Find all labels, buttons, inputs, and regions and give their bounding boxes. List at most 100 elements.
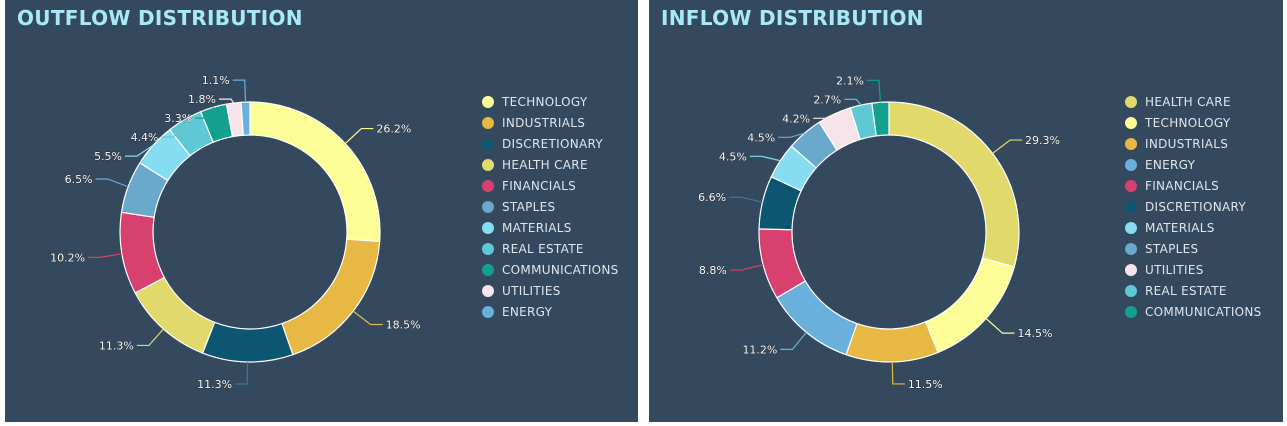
slice-health-care[interactable]: [134, 276, 216, 354]
legend-label: COMMUNICATIONS: [1145, 304, 1262, 319]
data-label: 18.5%: [386, 319, 421, 332]
slice-technology[interactable]: [924, 257, 1015, 354]
legend-label: DISCRETIONARY: [1145, 199, 1246, 214]
legend-marker-icon: [482, 305, 494, 318]
data-label: 11.5%: [908, 378, 943, 391]
legend-label: HEALTH CARE: [1145, 94, 1231, 109]
legend-item[interactable]: FINANCIALS: [482, 175, 619, 196]
legend-item[interactable]: DISCRETIONARY: [1125, 196, 1262, 217]
leader-line: [352, 310, 383, 326]
leader-line: [344, 127, 374, 144]
data-label: 6.5%: [65, 173, 93, 186]
legend-item[interactable]: UTILITIES: [1125, 259, 1262, 280]
legend-label: MATERIALS: [502, 220, 572, 235]
legend-marker-icon: [482, 242, 494, 255]
leader-line: [729, 196, 763, 203]
legend-marker-icon: [1125, 179, 1137, 192]
slice-discretionary[interactable]: [201, 321, 294, 363]
data-label: 8.8%: [699, 264, 727, 277]
slice-health-care[interactable]: [888, 101, 1020, 268]
legend-item[interactable]: TECHNOLOGY: [482, 91, 619, 112]
legend-marker-icon: [1125, 221, 1137, 234]
legend-item[interactable]: COMMUNICATIONS: [1125, 301, 1262, 322]
chart-title: OUTFLOW DISTRIBUTION: [17, 6, 303, 30]
inflow-panel: INFLOW DISTRIBUTION 29.3% 14.5% 11.5% 11.2%…: [649, 0, 1283, 422]
legend-item[interactable]: FINANCIALS: [1125, 175, 1262, 196]
legend-label: REAL ESTATE: [502, 241, 584, 256]
slice-financials[interactable]: [119, 211, 166, 294]
legend-label: FINANCIALS: [502, 178, 577, 193]
legend-item[interactable]: REAL ESTATE: [482, 238, 619, 259]
leader-line: [992, 139, 1023, 154]
data-label: 4.5%: [719, 150, 747, 163]
legend-label: HEALTH CARE: [502, 157, 588, 172]
legend-item[interactable]: ENERGY: [482, 301, 619, 322]
legend-item[interactable]: TECHNOLOGY: [1125, 112, 1262, 133]
legend-label: ENERGY: [1145, 157, 1196, 172]
data-label: 11.3%: [99, 339, 134, 352]
data-label: 1.8%: [188, 93, 216, 106]
data-label: 4.5%: [747, 131, 775, 144]
legend-item[interactable]: MATERIALS: [1125, 217, 1262, 238]
legend-label: MATERIALS: [1145, 220, 1215, 235]
outflow-legend: TECHNOLOGY INDUSTRIALS DISCRETIONARY HEALTH…: [482, 91, 619, 322]
legend-marker-icon: [1125, 116, 1137, 129]
legend-label: FINANCIALS: [1145, 178, 1220, 193]
slice-communications[interactable]: [871, 101, 890, 137]
legend-item[interactable]: MATERIALS: [482, 217, 619, 238]
slice-energy[interactable]: [240, 101, 251, 136]
legend-label: UTILITIES: [502, 283, 561, 298]
data-label: 1.1%: [202, 74, 230, 87]
legend-item[interactable]: INDUSTRIALS: [482, 112, 619, 133]
leader-line: [136, 328, 164, 347]
legend-item[interactable]: STAPLES: [482, 196, 619, 217]
leader-line: [891, 361, 905, 385]
legend-marker-icon: [482, 263, 494, 276]
leader-line: [125, 144, 154, 157]
legend-marker-icon: [482, 116, 494, 129]
legend-item[interactable]: REAL ESTATE: [1125, 280, 1262, 301]
leader-line: [813, 113, 835, 119]
legend-item[interactable]: DISCRETIONARY: [482, 133, 619, 154]
leader-line: [88, 253, 122, 259]
leader-line: [235, 361, 249, 385]
leader-line: [195, 106, 214, 119]
leader-line: [95, 178, 129, 188]
legend-marker-icon: [482, 137, 494, 150]
legend-item[interactable]: UTILITIES: [482, 280, 619, 301]
data-label: 14.5%: [1017, 327, 1052, 340]
slice-technology[interactable]: [249, 101, 381, 243]
leader-line: [778, 132, 805, 138]
leader-line: [729, 263, 764, 271]
outflow-panel: OUTFLOW DISTRIBUTION 26.2% 18.5% 11.3% 11.3…: [5, 0, 638, 422]
data-label: 29.3%: [1025, 134, 1060, 147]
legend-marker-icon: [1125, 284, 1137, 297]
leader-line: [780, 331, 807, 350]
outflow-donut-chart: 26.2% 18.5% 11.3% 11.3% 10.2% 6.5%5.5% 4.4% 3.3…: [50, 74, 421, 391]
legend-item[interactable]: HEALTH CARE: [482, 154, 619, 175]
data-label: 10.2%: [50, 251, 85, 264]
leader-line: [232, 79, 247, 103]
legend-item[interactable]: HEALTH CARE: [1125, 91, 1262, 112]
data-label: 4.4%: [131, 131, 159, 144]
leader-line: [985, 318, 1015, 334]
legend-label: UTILITIES: [1145, 262, 1204, 277]
legend-marker-icon: [482, 95, 494, 108]
legend-marker-icon: [1125, 242, 1137, 255]
legend-item[interactable]: STAPLES: [1125, 238, 1262, 259]
inflow-legend: HEALTH CARE TECHNOLOGY INDUSTRIALS ENERGY FI…: [1125, 91, 1262, 322]
legend-item[interactable]: INDUSTRIALS: [1125, 133, 1262, 154]
slice-energy[interactable]: [776, 280, 858, 356]
legend-item[interactable]: COMMUNICATIONS: [482, 259, 619, 280]
data-label: 11.2%: [742, 343, 777, 356]
data-label: 2.1%: [836, 74, 864, 87]
legend-label: REAL ESTATE: [1145, 283, 1227, 298]
data-label: 26.2%: [376, 123, 411, 136]
legend-marker-icon: [1125, 95, 1137, 108]
slice-industrials[interactable]: [845, 321, 939, 363]
slice-industrials[interactable]: [281, 238, 381, 356]
data-label: 3.3%: [164, 112, 192, 125]
legend-item[interactable]: ENERGY: [1125, 154, 1262, 175]
data-label: 11.3%: [197, 378, 232, 391]
legend-label: TECHNOLOGY: [502, 94, 588, 109]
